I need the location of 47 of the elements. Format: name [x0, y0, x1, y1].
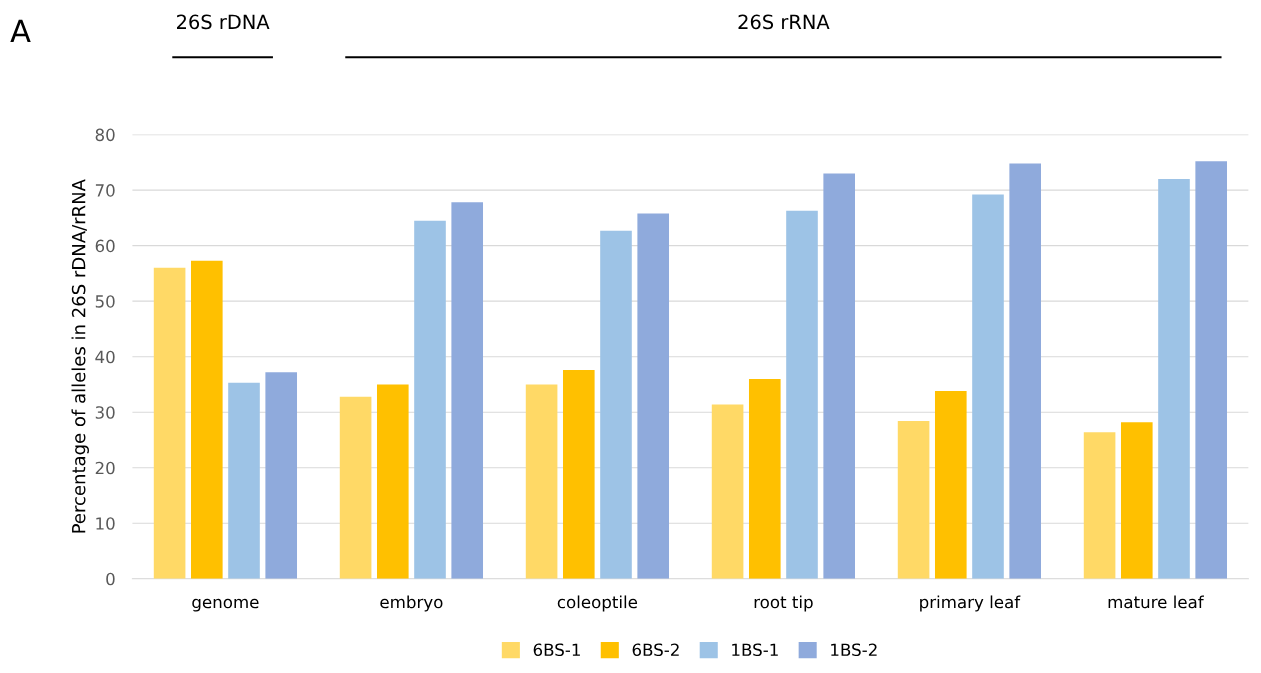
bar: [376, 384, 409, 579]
bar: [711, 404, 744, 579]
bar: [339, 396, 372, 579]
bar: [1120, 422, 1153, 579]
text: 26S rDNA: [177, 14, 270, 30]
bar: [786, 210, 818, 579]
bar: [451, 202, 484, 579]
bar: [637, 213, 670, 579]
x-tick-label: primary leaf: [920, 595, 1021, 612]
bar: [897, 421, 930, 579]
legend-label: 1BS-2: [831, 643, 877, 657]
x-tick-label: coleoptile: [557, 595, 638, 612]
bar: [265, 372, 298, 579]
y-axis-title: Percentage of alleles in 26S rDNA/rRNA: [71, 179, 89, 533]
bar: [1158, 179, 1190, 579]
y-tick-label: 20: [95, 461, 115, 475]
y-tick-label: 70: [95, 184, 115, 197]
x-tick-label: root tip: [754, 595, 813, 612]
legend-label: 6BS-2: [632, 643, 679, 657]
y-tick-label: 40: [95, 350, 115, 364]
bar: [228, 382, 260, 579]
bar: [153, 267, 186, 579]
bar: [525, 384, 558, 579]
y-tick-label: 50: [95, 295, 115, 308]
bar: [748, 378, 781, 579]
bar: [1083, 432, 1116, 579]
y-tick-label: 10: [96, 517, 115, 530]
bar: [823, 173, 856, 579]
bar: [934, 391, 967, 579]
y-tick-label: 0: [106, 572, 115, 586]
bar: [600, 230, 632, 579]
text: 26S rRNA: [738, 14, 830, 30]
x-tick-label: mature leaf: [1108, 595, 1204, 609]
bar: [562, 370, 595, 579]
x-tick-label: embryo: [380, 595, 443, 612]
bar: [414, 220, 446, 579]
bar: [1009, 163, 1041, 579]
bar: [972, 194, 1004, 579]
y-tick-label: 80: [95, 128, 115, 142]
y-tick-label: 60: [95, 239, 115, 253]
y-tick-label: 30: [95, 406, 115, 419]
text: A: [10, 19, 31, 43]
bar: [190, 260, 223, 579]
x-tick-label: genome: [192, 598, 259, 612]
legend-label: 1BS-1: [732, 643, 778, 657]
legend-label: 6BS-1: [533, 643, 580, 657]
bar: [1195, 161, 1227, 579]
